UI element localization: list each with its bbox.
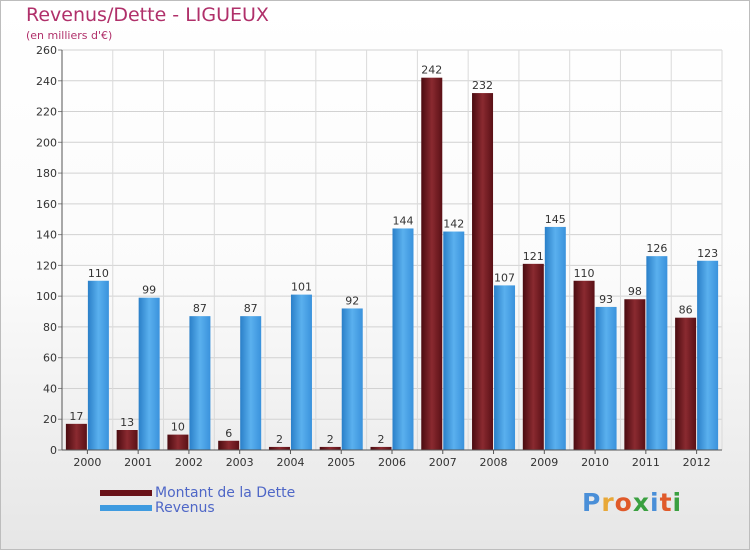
data-label-revenus: 107 xyxy=(494,271,515,284)
bar-dette xyxy=(167,434,189,450)
bar-revenus xyxy=(697,260,719,450)
y-tick-label: 220 xyxy=(36,106,57,119)
bar-revenus xyxy=(189,316,211,450)
x-tick-label: 2010 xyxy=(581,456,609,469)
data-label-revenus: 144 xyxy=(393,214,414,227)
data-label-dette: 2 xyxy=(327,433,334,446)
bar-dette xyxy=(319,446,341,450)
data-label-dette: 10 xyxy=(171,421,185,434)
x-tick-label: 2005 xyxy=(327,456,355,469)
x-tick-label: 2002 xyxy=(175,456,203,469)
bar-revenus xyxy=(392,228,414,450)
logo-letter: o xyxy=(614,488,633,517)
bar-revenus xyxy=(544,226,566,450)
data-label-revenus: 145 xyxy=(545,213,566,226)
x-tick-label: 2004 xyxy=(276,456,304,469)
bar-revenus xyxy=(87,280,109,450)
logo-letter: i xyxy=(650,488,660,517)
logo-letter: t xyxy=(659,488,673,517)
logo-letter: x xyxy=(632,488,650,517)
bar-dette xyxy=(522,263,544,450)
y-tick-label: 240 xyxy=(36,75,57,88)
logo-letter: i xyxy=(672,488,683,517)
bar-dette xyxy=(675,317,697,450)
data-label-revenus: 87 xyxy=(244,302,258,315)
y-tick-label: 140 xyxy=(36,229,57,242)
data-label-dette: 242 xyxy=(421,64,442,77)
x-tick-label: 2008 xyxy=(480,456,508,469)
bar-dette xyxy=(65,423,87,450)
y-tick-label: 160 xyxy=(36,198,57,211)
chart-subtitle: (en milliers d'€) xyxy=(26,29,113,42)
x-tick-label: 2001 xyxy=(124,456,152,469)
data-label-revenus: 101 xyxy=(291,281,312,294)
bar-dette xyxy=(472,93,494,451)
legend-swatch-dette xyxy=(100,490,152,496)
legend-label-revenus: Revenus xyxy=(155,500,215,516)
data-label-revenus: 99 xyxy=(142,284,156,297)
bar-revenus xyxy=(240,316,262,450)
bar-dette xyxy=(573,280,595,450)
data-label-dette: 17 xyxy=(69,410,83,423)
y-tick-label: 260 xyxy=(36,44,57,57)
x-tick-label: 2007 xyxy=(429,456,457,469)
data-label-dette: 98 xyxy=(628,285,642,298)
bar-dette xyxy=(421,77,443,450)
x-tick-label: 2006 xyxy=(378,456,406,469)
y-tick-label: 200 xyxy=(36,136,57,149)
y-tick-label: 0 xyxy=(50,444,57,457)
y-tick-label: 20 xyxy=(43,413,57,426)
y-tick-label: 80 xyxy=(43,321,57,334)
bar-dette xyxy=(268,446,290,450)
data-label-dette: 2 xyxy=(378,433,385,446)
y-tick-label: 180 xyxy=(36,167,57,180)
data-label-revenus: 87 xyxy=(193,302,207,315)
bar-revenus xyxy=(443,231,465,450)
data-label-revenus: 123 xyxy=(697,247,718,260)
data-label-dette: 232 xyxy=(472,79,493,92)
data-label-revenus: 126 xyxy=(646,242,667,255)
legend-swatch-revenus xyxy=(100,505,152,511)
data-label-dette: 110 xyxy=(574,267,595,280)
data-label-revenus: 142 xyxy=(443,218,464,231)
y-tick-label: 100 xyxy=(36,290,57,303)
data-label-dette: 6 xyxy=(225,427,232,440)
bar-dette xyxy=(116,430,138,450)
chart-title: Revenus/Dette - LIGUEUX xyxy=(26,4,269,26)
x-tick-label: 2012 xyxy=(683,456,711,469)
legend-label-dette: Montant de la Dette xyxy=(155,485,296,501)
y-tick-label: 120 xyxy=(36,259,57,272)
logo-letter: r xyxy=(601,488,615,517)
bar-revenus xyxy=(290,294,312,450)
bar-revenus xyxy=(341,308,363,450)
data-label-dette: 121 xyxy=(523,250,544,263)
bar-revenus xyxy=(646,256,668,450)
x-tick-label: 2003 xyxy=(226,456,254,469)
y-tick-label: 40 xyxy=(43,382,57,395)
y-tick-label: 60 xyxy=(43,352,57,365)
bar-dette xyxy=(370,446,392,450)
bar-revenus xyxy=(595,306,617,450)
proxiti-logo: Proxiti xyxy=(582,488,682,517)
logo-letter: P xyxy=(582,488,602,517)
data-label-revenus: 93 xyxy=(599,293,613,306)
x-tick-label: 2000 xyxy=(73,456,101,469)
data-label-dette: 13 xyxy=(120,416,134,429)
bar-dette xyxy=(218,440,240,450)
data-label-revenus: 110 xyxy=(88,267,109,280)
bar-dette xyxy=(624,299,646,450)
data-label-revenus: 92 xyxy=(345,294,359,307)
data-label-dette: 86 xyxy=(679,304,693,317)
x-tick-label: 2009 xyxy=(530,456,558,469)
bar-revenus xyxy=(494,285,516,450)
x-tick-label: 2011 xyxy=(632,456,660,469)
data-label-dette: 2 xyxy=(276,433,283,446)
bar-revenus xyxy=(138,297,160,450)
